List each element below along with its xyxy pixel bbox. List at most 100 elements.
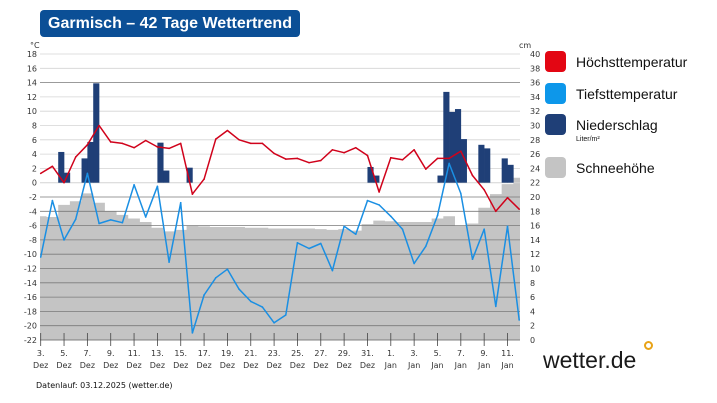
min-temp-line-point bbox=[471, 258, 474, 261]
x-tick-month: Dez bbox=[290, 361, 305, 370]
min-temp-line-point bbox=[378, 204, 380, 206]
precip-bar bbox=[186, 167, 193, 183]
x-tick-day: 5. bbox=[434, 349, 442, 358]
x-tick-month: Dez bbox=[126, 361, 141, 370]
precip-bar bbox=[454, 109, 462, 183]
y-left-tick-label: -16 bbox=[24, 293, 37, 302]
max-temp-line-point bbox=[284, 158, 287, 160]
precip-bar bbox=[460, 139, 467, 183]
y-right-tick-label: 8 bbox=[530, 279, 535, 288]
min-temp-line-point bbox=[261, 306, 264, 308]
y-right-tick-label: 40 bbox=[530, 50, 540, 59]
precip-bar bbox=[81, 158, 88, 183]
y-left-tick-label: 12 bbox=[27, 93, 37, 102]
min-temp-line-point bbox=[214, 276, 217, 279]
min-temp-line-point bbox=[425, 245, 427, 248]
precip-bar bbox=[157, 142, 164, 183]
max-temp-line-point bbox=[238, 139, 240, 141]
max-temp-line-point bbox=[226, 129, 229, 132]
precip-bar bbox=[367, 166, 374, 183]
max-temp-line-point bbox=[144, 139, 147, 142]
max-temp-line-point bbox=[203, 178, 205, 180]
min-temp-line-point bbox=[109, 219, 112, 221]
y-left-tick-label: 10 bbox=[27, 107, 37, 116]
min-temp-line-point bbox=[156, 185, 159, 188]
min-temp-line-point bbox=[284, 314, 287, 316]
x-tick-day: 3. bbox=[37, 349, 45, 358]
x-tick-day: 31. bbox=[361, 349, 374, 358]
y-left-tick-label: 6 bbox=[32, 136, 37, 145]
min-temp-line-point bbox=[133, 184, 135, 186]
y-right-tick-label: 12 bbox=[530, 250, 540, 259]
max-temp-line-point bbox=[448, 157, 450, 160]
legend-label: Schneehöhe bbox=[576, 159, 655, 176]
min-temp-line-point bbox=[74, 218, 77, 220]
precip-bar bbox=[478, 144, 485, 183]
max-temp-line-point bbox=[261, 142, 264, 145]
max-temp-line-point bbox=[74, 156, 77, 158]
legend-item-max-temp: Höchsttemperatur bbox=[545, 51, 687, 72]
x-tick-day: 19. bbox=[221, 349, 234, 358]
min-temp-line-point bbox=[354, 233, 357, 235]
min-temp-line-point bbox=[226, 268, 229, 271]
y-right-tick-label: 14 bbox=[530, 236, 540, 245]
min-temp-line-point bbox=[390, 215, 392, 218]
max-temp-line-point bbox=[331, 149, 334, 151]
max-temp-line-point bbox=[179, 142, 182, 145]
min-temp-line-point bbox=[51, 199, 54, 202]
min-temp-line-point bbox=[63, 239, 65, 241]
min-temp-line-point bbox=[39, 256, 42, 258]
max-temp-line-point bbox=[425, 168, 427, 170]
snow-depth-area bbox=[40, 177, 520, 340]
max-temp-line-point bbox=[413, 149, 415, 151]
y-left-tick-label: 2 bbox=[32, 164, 37, 173]
y-left-unit: °C bbox=[30, 41, 40, 50]
x-tick-day: 1. bbox=[387, 349, 395, 358]
y-right-tick-label: 2 bbox=[530, 322, 535, 331]
max-temp-line-point bbox=[506, 196, 509, 199]
precip-bar bbox=[484, 148, 491, 183]
precip-bar bbox=[501, 158, 508, 183]
max-temp-line-point bbox=[308, 161, 310, 164]
wetter-de-logo[interactable]: wetter.de bbox=[543, 347, 637, 373]
max-temp-line-point bbox=[366, 154, 369, 157]
x-tick-month: Dez bbox=[150, 361, 165, 370]
x-tick-month: Dez bbox=[173, 361, 188, 370]
x-tick-day: 7. bbox=[457, 349, 465, 358]
max-temp-line-point bbox=[354, 146, 357, 149]
x-tick-month: Jan bbox=[407, 361, 420, 370]
y-left-tick-label: 16 bbox=[27, 64, 37, 73]
max-temp-line-point bbox=[296, 157, 299, 160]
min-temp-line-point bbox=[296, 241, 299, 244]
max-temp-line-point bbox=[471, 174, 474, 177]
min-temp-line-point bbox=[238, 288, 240, 291]
max-temp-line-point bbox=[343, 151, 345, 154]
logo-dot-icon bbox=[644, 341, 653, 350]
max-temp-swatch bbox=[545, 51, 566, 72]
x-tick-day: 21. bbox=[244, 349, 257, 358]
min-temp-line-point bbox=[495, 305, 497, 308]
x-tick-day: 7. bbox=[84, 349, 92, 358]
y-left-tick-label: 14 bbox=[27, 79, 37, 88]
max-temp-line-point bbox=[63, 181, 65, 184]
min-temp-line-point bbox=[331, 269, 334, 272]
max-temp-line-point bbox=[39, 172, 42, 175]
legend-label: Höchsttemperatur bbox=[576, 53, 688, 70]
y-left-tick-label: -4 bbox=[29, 207, 37, 216]
max-temp-line-point bbox=[191, 193, 194, 195]
y-right-tick-label: 38 bbox=[530, 64, 540, 73]
precip-bar bbox=[163, 170, 170, 183]
min-temp-line-point bbox=[483, 228, 485, 230]
y-left-tick-label: -14 bbox=[24, 279, 37, 288]
min-temp-line-point bbox=[436, 214, 439, 217]
max-temp-line-point bbox=[249, 142, 252, 145]
chart-title: Garmisch – 42 Tage Wettertrend bbox=[40, 10, 300, 37]
min-temp-line-point bbox=[144, 216, 147, 218]
x-tick-month: Jan bbox=[430, 361, 443, 370]
min-temp-line-point bbox=[448, 162, 450, 165]
min-temp-line-point bbox=[308, 247, 310, 250]
x-tick-day: 9. bbox=[480, 349, 488, 358]
legend-item-precip: Niederschlag bbox=[545, 114, 658, 135]
x-tick-month: Dez bbox=[313, 361, 328, 370]
precip-bar bbox=[443, 91, 450, 183]
